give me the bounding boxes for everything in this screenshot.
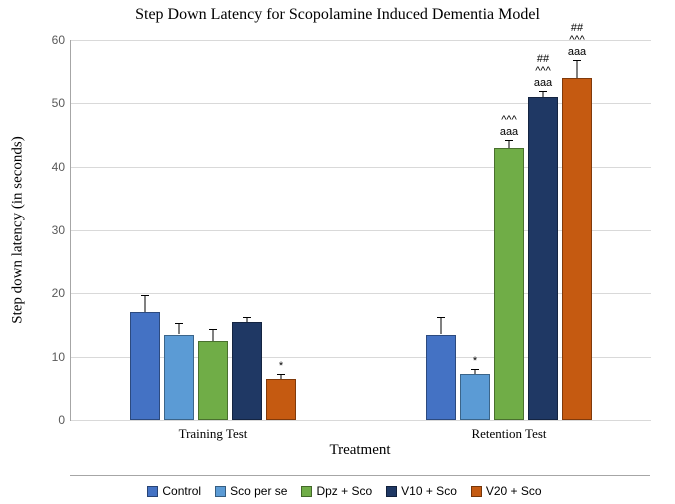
legend-label: Control (162, 484, 201, 498)
bar (528, 97, 558, 420)
bar (198, 341, 228, 420)
plot-area: 0102030405060Training Test*Retention Tes… (70, 40, 651, 421)
y-axis-title: Step down latency (in seconds) (10, 136, 27, 323)
legend-label: Dpz + Sco (316, 484, 372, 498)
error-bar (509, 140, 510, 148)
y-tick-label: 40 (52, 160, 71, 174)
y-tick-label: 50 (52, 96, 71, 110)
legend-swatch (386, 486, 397, 497)
grid-line (71, 420, 651, 421)
legend-swatch (147, 486, 158, 497)
x-category-label: Training Test (179, 420, 248, 442)
error-cap (277, 374, 285, 375)
legend-label: V10 + Sco (401, 484, 457, 498)
error-cap (471, 369, 479, 370)
legend-label: Sco per se (230, 484, 287, 498)
error-bar (145, 295, 146, 312)
error-bar (577, 60, 578, 78)
y-tick-label: 10 (52, 350, 71, 364)
error-cap (141, 295, 149, 296)
y-tick-label: 0 (58, 413, 71, 427)
bar (562, 78, 592, 420)
bar (266, 379, 296, 420)
error-cap (505, 140, 513, 141)
legend-separator (70, 475, 650, 476)
x-category-label: Retention Test (471, 420, 546, 442)
error-cap (243, 317, 251, 318)
y-tick-label: 20 (52, 286, 71, 300)
significance-annotation: * (473, 355, 477, 367)
legend: Control Sco per se Dpz + Sco V10 + Sco V20 +… (0, 483, 675, 498)
bar (164, 335, 194, 421)
legend-swatch (301, 486, 312, 497)
bar (232, 322, 262, 420)
bar (130, 312, 160, 420)
legend-swatch (215, 486, 226, 497)
x-axis-title: Treatment (70, 442, 650, 459)
error-bar (213, 329, 214, 340)
bar (426, 335, 456, 421)
bar (460, 374, 490, 420)
error-bar (179, 323, 180, 334)
y-tick-label: 30 (52, 223, 71, 237)
legend-label: V20 + Sco (486, 484, 542, 498)
y-tick-label: 60 (52, 33, 71, 47)
error-bar (441, 317, 442, 335)
legend-swatch (471, 486, 482, 497)
significance-annotation: * (279, 360, 283, 372)
significance-annotation: ## ^^^ aaa (568, 22, 586, 58)
significance-annotation: ^^^ aaa (500, 114, 518, 138)
error-cap (573, 60, 581, 61)
bar (494, 148, 524, 420)
error-cap (437, 317, 445, 318)
chart-container: Step Down Latency for Scopolamine Induce… (0, 0, 675, 504)
error-cap (209, 329, 217, 330)
error-cap (539, 91, 547, 92)
significance-annotation: ## ^^^ aaa (534, 53, 552, 89)
error-cap (175, 323, 183, 324)
grid-line (71, 40, 651, 41)
